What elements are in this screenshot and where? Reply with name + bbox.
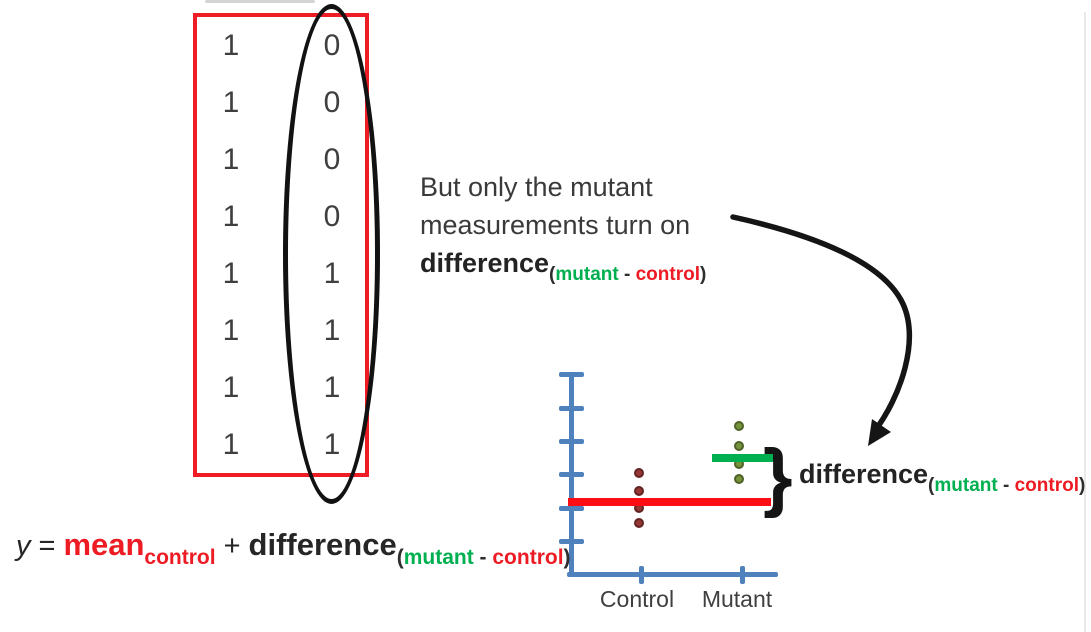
matrix-cell: 1 [222,370,240,404]
equation-equals: = [38,530,56,562]
mutant-data-dot [734,474,744,485]
equation-sub-open: ( [396,546,404,569]
matrix-cell: 1 [222,85,240,119]
equation-plus: + [223,530,241,562]
difference-label: difference(mutant - control) [799,459,1085,496]
matrix-cell: 1 [222,427,240,461]
matrix-cell: 1 [222,142,240,176]
y-axis-tick [559,505,584,511]
sub-dash: - [618,264,636,285]
label-sub-open: ( [928,475,935,496]
slide-edge-line [1084,12,1086,632]
y-axis-tick [559,405,584,411]
y-axis-tick [559,472,584,478]
x-axis [567,572,778,577]
matrix-cell: 1 [222,28,240,62]
sub-close-paren: ) [699,264,707,285]
sub-control: control [635,264,700,285]
control-data-dot [634,467,644,478]
mutant-mean-line [712,454,773,463]
equation-y: y [16,530,31,562]
matrix-cell: 1 [222,256,240,290]
x-axis-label-mutant: Mutant [701,586,773,612]
equation-sub-control: control [492,546,564,569]
y-axis-tick [559,372,584,378]
matrix-cell: 1 [222,313,240,347]
equation-mean: mean [63,527,145,562]
control-mean-line [568,497,771,506]
annotation-line-2: measurements turn on [420,210,691,240]
equation-sub-dash: - [473,546,493,569]
y-axis-tick [559,438,584,444]
top-edge-artifact [205,0,315,3]
control-data-dot [634,486,644,497]
difference-label-term: difference [799,459,929,489]
annotation-text: But only the mutant measurements turn on… [420,168,760,286]
label-sub-close: ) [1078,475,1086,496]
equation-sub-close: ) [563,546,571,569]
annotation-line-1: But only the mutant [420,172,653,202]
matrix-cell: 1 [222,199,240,233]
sub-mutant: mutant [555,264,619,285]
label-sub-control: control [1014,475,1079,496]
x-tick-control [639,566,644,584]
model-equation: y = meancontrol + difference(mutant - contro… [16,527,571,569]
difference-term: difference [420,248,550,278]
y-axis-tick [559,539,584,545]
difference-column-ellipse [283,4,380,504]
sub-open-paren: ( [549,264,556,285]
annotation-line-3: difference(mutant - control) [420,244,760,286]
x-tick-mutant [740,566,745,584]
equation-difference: difference [248,527,397,562]
equation-mean-subscript: control [144,546,216,569]
mutant-data-dot [734,441,744,452]
label-sub-dash: - [997,475,1015,496]
control-data-dot [634,517,644,528]
mutant-data-dot [734,421,744,432]
equation-sub-mutant: mutant [403,546,474,569]
x-axis-label-control: Control [599,586,675,612]
label-sub-mutant: mutant [934,475,998,496]
